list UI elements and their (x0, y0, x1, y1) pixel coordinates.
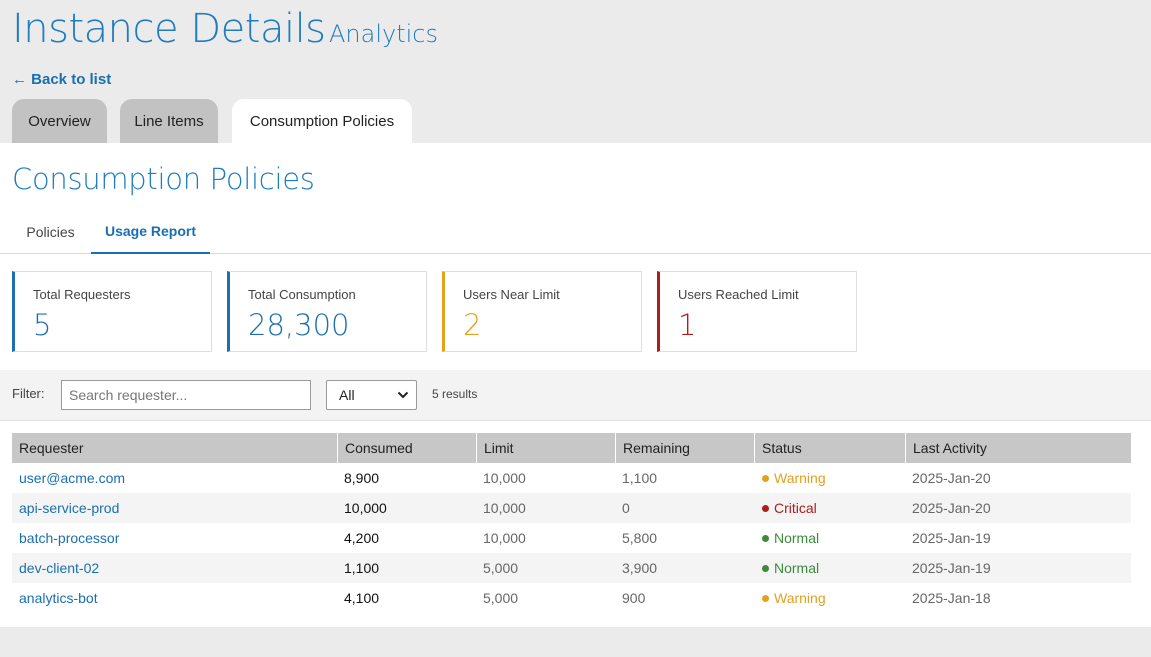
cell-limit: 5,000 (483, 560, 519, 576)
cell-status: Normal (754, 553, 819, 583)
results-count: 5 results (432, 387, 478, 401)
status-dot-icon (762, 504, 769, 512)
status-dot-icon (762, 474, 769, 482)
cell-consumed: 8,900 (344, 470, 380, 486)
cell-status: Normal (754, 523, 819, 553)
card-label: Users Near Limit (463, 287, 560, 302)
table-row: dev-client-02 1,100 5,000 3,900 Normal 2025-J… (12, 553, 1131, 583)
column-header-remaining: Remaining (615, 433, 754, 463)
table-row: api-service-prod 10,000 10,000 0 Critical 202… (12, 493, 1131, 523)
cell-consumed: 1,100 (344, 560, 380, 576)
column-header-requester: Requester (19, 440, 84, 456)
chevron-down-icon (397, 391, 409, 399)
tab-overview[interactable]: Overview (12, 99, 107, 143)
column-header-status: Status (754, 433, 905, 463)
status-label: Critical (774, 500, 817, 516)
column-header-consumed: Consumed (337, 433, 476, 463)
cell-requester[interactable]: analytics-bot (19, 590, 98, 606)
table-row: batch-processor 4,200 10,000 5,800 Normal 202… (12, 523, 1131, 553)
cell-status: Warning (754, 463, 826, 493)
page-header: Instance Details Analytics ← Back to lis… (0, 0, 1151, 143)
card-users-reached-limit: Users Reached Limit 1 (657, 271, 857, 352)
cell-consumed: 4,100 (344, 590, 380, 606)
status-label: Warning (774, 590, 826, 606)
cell-limit: 10,000 (483, 470, 526, 486)
column-header-limit: Limit (476, 433, 615, 463)
cell-requester[interactable]: dev-client-02 (19, 560, 100, 576)
card-users-near-limit: Users Near Limit 2 (442, 271, 642, 352)
card-label: Total Consumption (248, 287, 356, 302)
card-total-consumption: Total Consumption 28,300 (227, 271, 427, 352)
card-label: Users Reached Limit (678, 287, 799, 302)
status-label: Normal (774, 530, 820, 546)
subtab-usage-report[interactable]: Usage Report (91, 210, 210, 254)
cell-last-activity: 2025-Jan-19 (912, 530, 991, 546)
tab-line-items[interactable]: Line Items (120, 99, 218, 143)
filter-label: Filter: (12, 386, 45, 401)
cell-last-activity: 2025-Jan-20 (912, 500, 991, 516)
cell-requester[interactable]: batch-processor (19, 530, 120, 546)
card-value: 28,300 (248, 308, 350, 342)
cell-consumed: 4,200 (344, 530, 380, 546)
back-to-list-link[interactable]: ← Back to list (12, 71, 112, 88)
status-dot-icon (762, 534, 769, 542)
cell-limit: 10,000 (483, 500, 526, 516)
section-title: Consumption Policies (12, 162, 315, 196)
cell-last-activity: 2025-Jan-18 (912, 590, 991, 606)
page-subtitle: Analytics (329, 20, 438, 48)
cell-consumed: 10,000 (344, 500, 387, 516)
cell-remaining: 5,800 (622, 530, 658, 546)
status-label: Normal (774, 560, 820, 576)
content-panel: Consumption Policies Policies Usage Repo… (0, 143, 1151, 627)
subtab-bar: Policies Usage Report (0, 210, 1151, 254)
subtab-policies[interactable]: Policies (26, 224, 75, 240)
card-total-requesters: Total Requesters 5 (12, 271, 212, 352)
cell-last-activity: 2025-Jan-20 (912, 470, 991, 486)
cell-last-activity: 2025-Jan-19 (912, 560, 991, 576)
card-value: 5 (33, 308, 52, 342)
cell-limit: 10,000 (483, 530, 526, 546)
cell-remaining: 3,900 (622, 560, 658, 576)
filter-bar: Filter: All 5 results (0, 370, 1151, 421)
cell-limit: 5,000 (483, 590, 519, 606)
cell-remaining: 900 (622, 590, 646, 606)
table-header: Requester Consumed Limit Remaining Statu… (12, 433, 1131, 463)
tab-consumption-policies[interactable]: Consumption Policies (232, 99, 412, 143)
cell-status: Critical (754, 493, 817, 523)
status-label: Warning (774, 470, 826, 486)
cell-requester[interactable]: user@acme.com (19, 470, 126, 486)
status-dot-icon (762, 594, 769, 602)
cell-status: Warning (754, 583, 826, 613)
table-body: user@acme.com 8,900 10,000 1,100 Warning 2025… (12, 463, 1131, 613)
table-row: user@acme.com 8,900 10,000 1,100 Warning 2025… (12, 463, 1131, 493)
status-filter-select[interactable]: All (326, 380, 417, 410)
table-row: analytics-bot 4,100 5,000 900 Warning 2025-Ja… (12, 583, 1131, 613)
card-value: 1 (678, 308, 697, 342)
card-label: Total Requesters (33, 287, 131, 302)
search-input[interactable] (61, 380, 311, 410)
status-filter-value: All (339, 387, 355, 403)
column-header-last-activity: Last Activity (905, 433, 1131, 463)
cell-remaining: 0 (622, 500, 630, 516)
status-dot-icon (762, 564, 769, 572)
page-title: Instance Details (12, 6, 326, 52)
usage-table: Requester Consumed Limit Remaining Statu… (12, 433, 1131, 613)
card-value: 2 (463, 308, 482, 342)
cell-requester[interactable]: api-service-prod (19, 500, 120, 516)
cell-remaining: 1,100 (622, 470, 658, 486)
